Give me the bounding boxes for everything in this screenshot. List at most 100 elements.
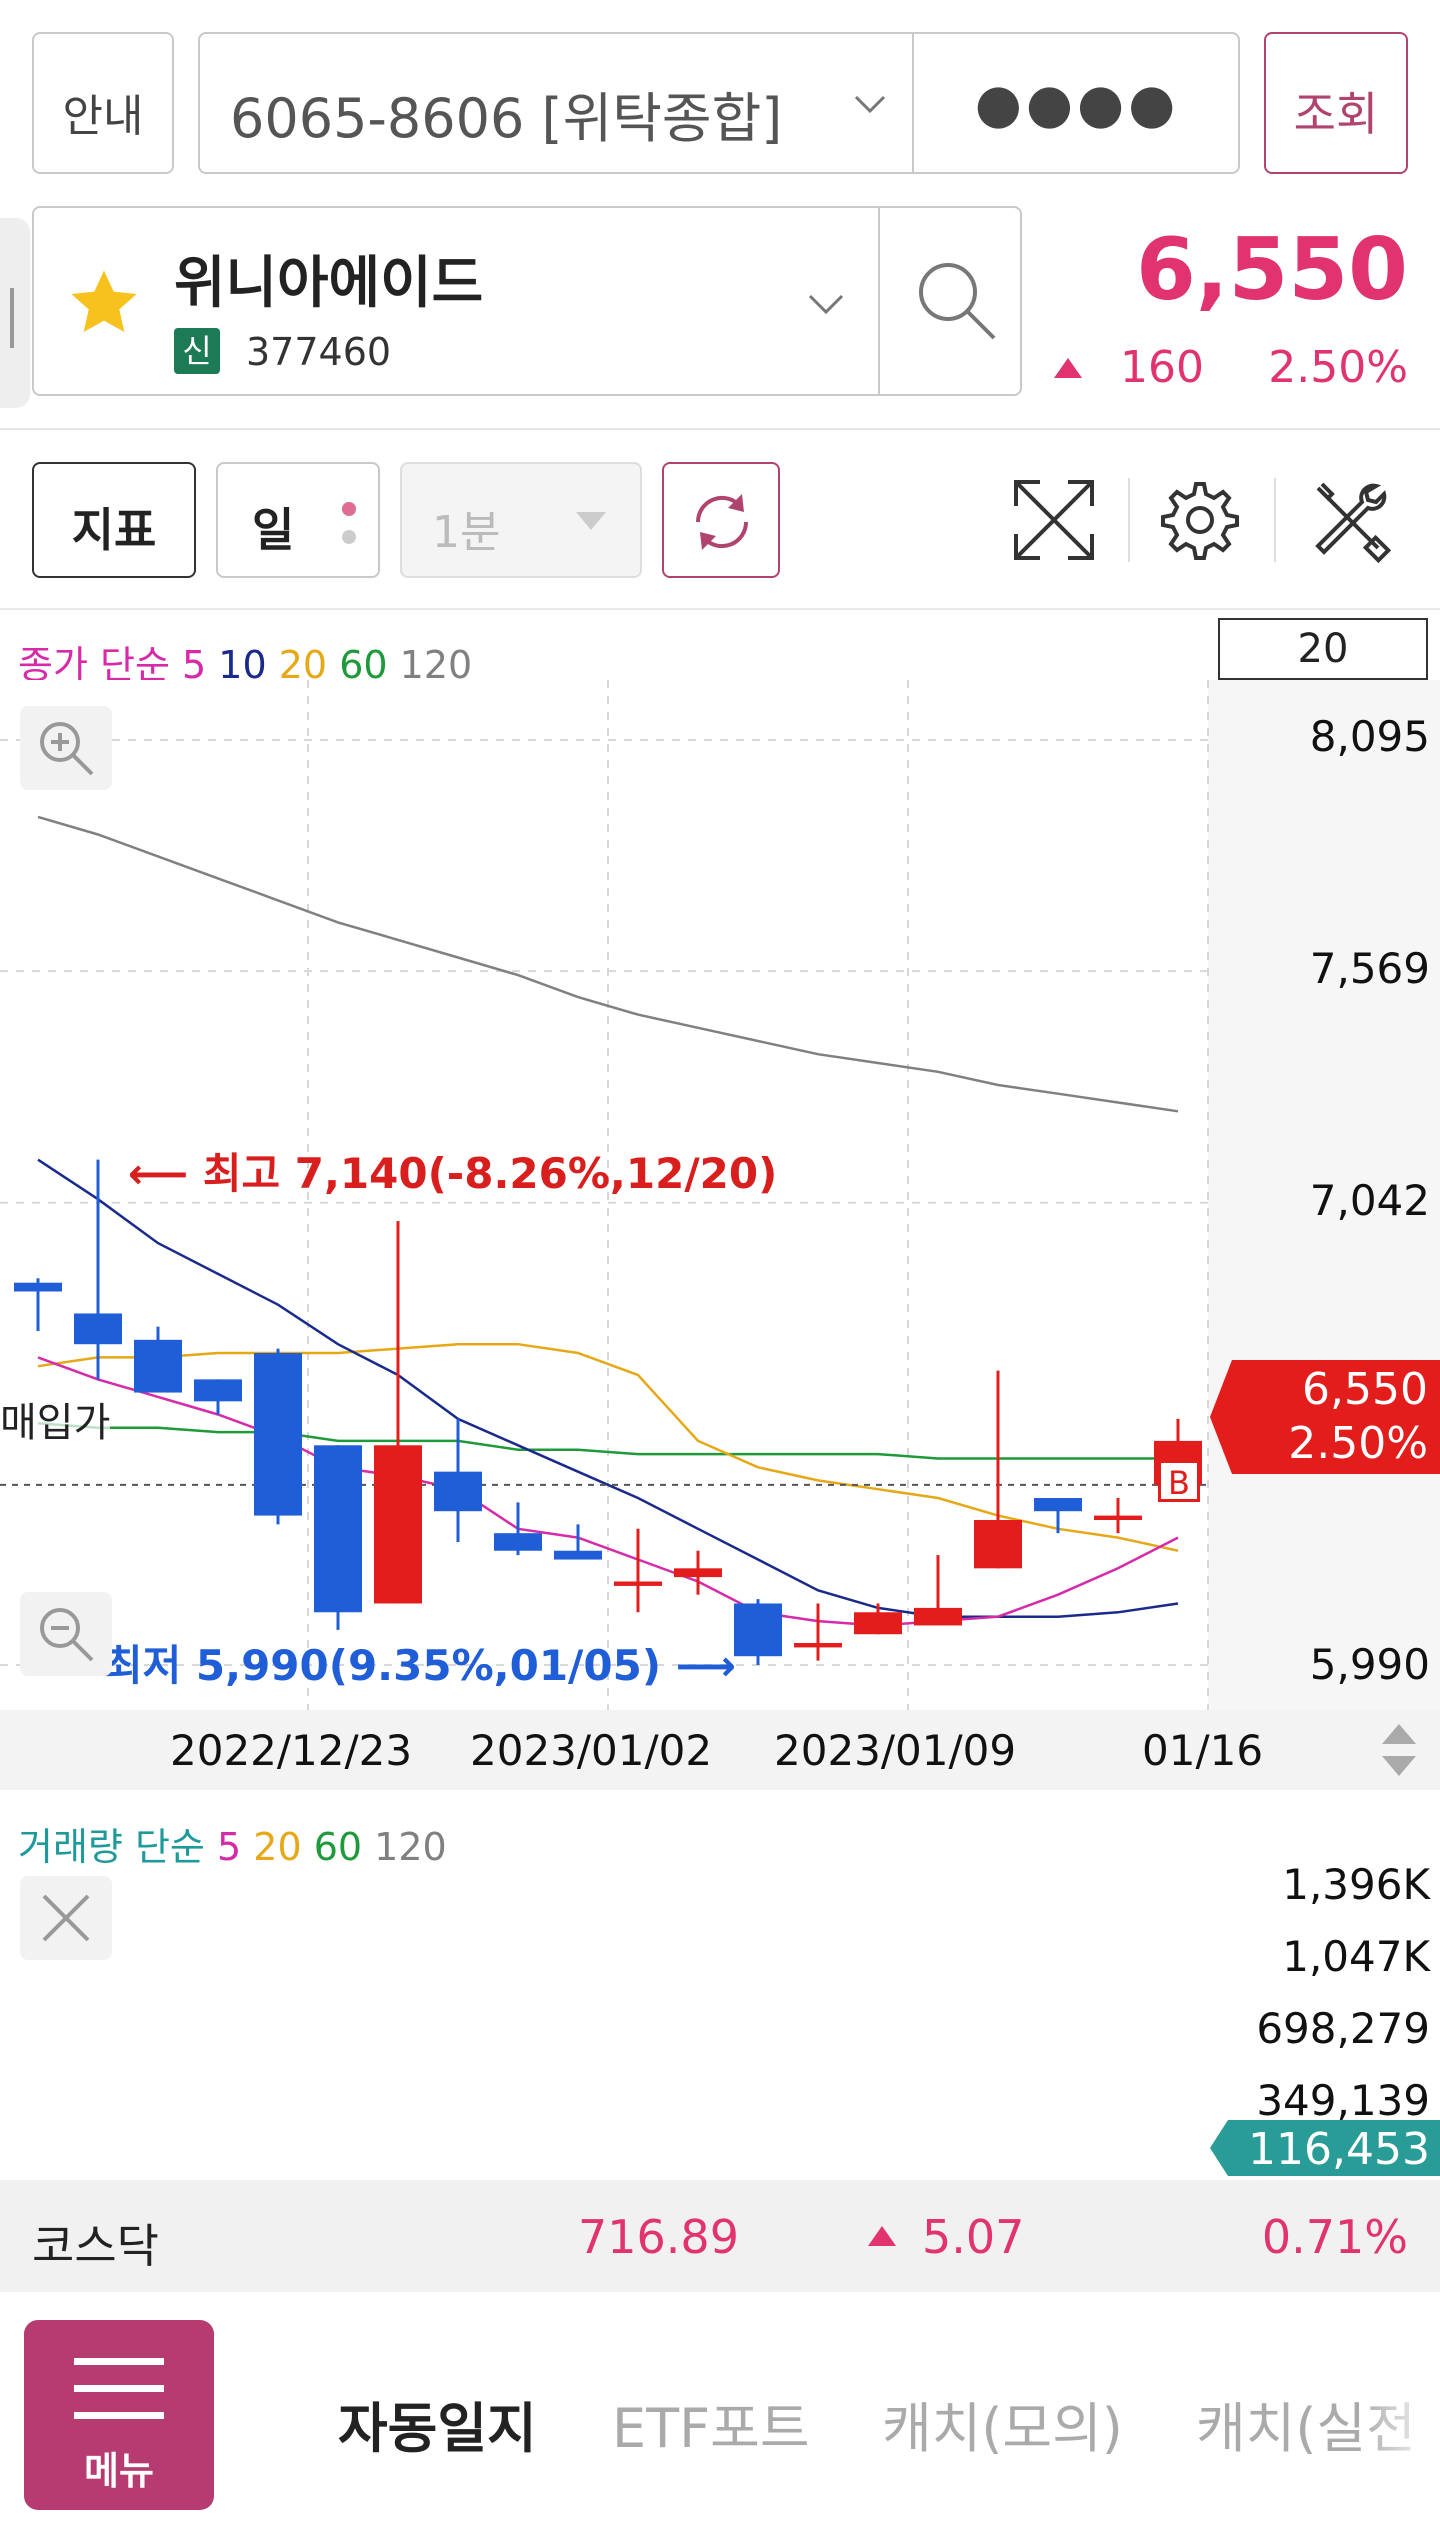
tools-icon[interactable] bbox=[1306, 476, 1394, 564]
up-triangle-icon bbox=[1054, 358, 1082, 378]
zoom-out-button[interactable] bbox=[20, 1592, 112, 1676]
candle-body bbox=[674, 1568, 722, 1578]
stock-selector[interactable]: 위니아에이드 신 377460 bbox=[32, 206, 1022, 396]
volume-bar bbox=[314, 2143, 362, 2174]
vol-tick-label: 349,139 bbox=[1256, 2076, 1430, 2125]
account-select[interactable]: 6065-8606 [위탁종합] ●●●● bbox=[198, 32, 1240, 174]
candle-body bbox=[494, 1533, 542, 1551]
menu-button-label: 메뉴 bbox=[84, 2449, 154, 2493]
index-change: 5.07 bbox=[922, 2210, 1025, 2264]
ma60-label: 60 bbox=[339, 643, 388, 687]
volume-bar bbox=[1154, 2150, 1202, 2174]
account-number: 6065-8606 [위탁종합] bbox=[230, 87, 783, 150]
stock-code: 377460 bbox=[246, 330, 392, 374]
indicator-button[interactable]: 지표 bbox=[32, 462, 196, 578]
current-price-tag-value: 6,550 bbox=[1302, 1364, 1428, 1415]
volume-legend: 거래량 단순 5 20 60 120 bbox=[18, 1816, 447, 1871]
volume-bar bbox=[374, 1886, 422, 2174]
price-chart-area[interactable] bbox=[0, 680, 1440, 1720]
chevron-down-icon bbox=[854, 95, 886, 114]
vol-tick-label: 1,396K bbox=[1282, 1860, 1430, 1909]
candle-body bbox=[1034, 1498, 1082, 1512]
up-triangle-icon bbox=[868, 2226, 896, 2246]
volume-bar bbox=[74, 2124, 122, 2174]
expand-icon[interactable] bbox=[1010, 476, 1098, 564]
menu-button[interactable]: 메뉴 bbox=[24, 2320, 214, 2510]
volume-bar bbox=[974, 2099, 1022, 2174]
close-volume-button[interactable] bbox=[20, 1876, 112, 1960]
info-button[interactable]: 안내 bbox=[32, 32, 174, 174]
candle-body bbox=[434, 1471, 482, 1512]
period-dot-gray bbox=[342, 530, 356, 544]
index-value: 716.89 bbox=[578, 2210, 739, 2264]
divider bbox=[912, 34, 914, 172]
gear-icon[interactable] bbox=[1156, 476, 1244, 564]
refresh-icon bbox=[695, 494, 749, 550]
minute-select-label: 1분 bbox=[432, 507, 501, 558]
divider bbox=[1274, 478, 1276, 562]
volume-bar bbox=[1034, 2161, 1082, 2174]
buy-price-label: 매입가 bbox=[0, 1390, 111, 1448]
search-icon[interactable] bbox=[912, 256, 1002, 346]
y-axis-background bbox=[1208, 680, 1440, 1710]
password-field[interactable]: ●●●● bbox=[974, 72, 1180, 135]
stock-name: 위니아에이드 bbox=[174, 251, 484, 316]
ma120-line bbox=[37, 815, 1179, 1113]
current-volume-value: 116,453 bbox=[1248, 2124, 1430, 2175]
index-name: 코스닥 bbox=[32, 2219, 159, 2273]
nav-tab-auto-journal[interactable]: 자동일지 bbox=[338, 2397, 537, 2460]
current-pct-tag-value: 2.50% bbox=[1288, 1418, 1428, 1469]
vol-ma5-label: 5 bbox=[216, 1825, 242, 1869]
nav-fade bbox=[1360, 2300, 1440, 2533]
volume-bar bbox=[14, 2145, 62, 2174]
nav-tab-etf-port[interactable]: ETF포트 bbox=[612, 2397, 810, 2460]
info-button-label: 안내 bbox=[62, 91, 144, 142]
divider bbox=[1128, 478, 1130, 562]
volume-bar bbox=[434, 2134, 482, 2174]
zoom-in-button[interactable] bbox=[20, 706, 112, 790]
vol_ma20-line bbox=[37, 1964, 1179, 2139]
candle-body bbox=[554, 1550, 602, 1560]
indicator-button-label: 지표 bbox=[71, 503, 157, 557]
ma5-label: 5 bbox=[182, 643, 207, 687]
candle-count-box[interactable]: 20 bbox=[1218, 618, 1428, 680]
star-icon[interactable] bbox=[64, 264, 144, 344]
volume-bar bbox=[494, 2155, 542, 2174]
candle-body bbox=[254, 1353, 302, 1516]
candle-count-value: 20 bbox=[1297, 626, 1349, 672]
arrow-right-icon: ⟶ bbox=[661, 1641, 736, 1690]
minute-select: 1분 bbox=[400, 462, 642, 578]
volume-bar bbox=[794, 2159, 842, 2174]
current-price-tag: 6,550 2.50% bbox=[1210, 1360, 1440, 1474]
ma20-line bbox=[37, 1342, 1179, 1552]
arrow-left-icon: ⟵ bbox=[128, 1149, 203, 1198]
resize-handle-icon[interactable] bbox=[1376, 1718, 1422, 1782]
ma20-label: 20 bbox=[278, 643, 328, 687]
query-button-label: 조회 bbox=[1293, 87, 1379, 141]
current-price: 6,550 bbox=[1135, 220, 1408, 320]
volume-legend-prefix: 거래량 단순 bbox=[18, 1825, 205, 1869]
price-legend: 종가 단순 5 10 20 60 120 bbox=[18, 634, 472, 689]
refresh-button[interactable] bbox=[662, 462, 780, 578]
nav-tab-catch-mock[interactable]: 캐치(모의) bbox=[882, 2397, 1123, 2460]
candle-body bbox=[914, 1607, 962, 1626]
price-legend-prefix: 종가 단순 bbox=[18, 643, 170, 687]
current-volume-tag: 116,453 bbox=[1210, 2120, 1440, 2176]
price-change: 160 bbox=[1120, 342, 1204, 393]
low-annotation: 최저 5,990(9.35%,01/05) ⟶ bbox=[104, 1632, 736, 1693]
index-bar[interactable]: 코스닥 716.89 5.07 0.71% bbox=[0, 2180, 1440, 2292]
candle-body bbox=[734, 1603, 782, 1657]
x-tick-label: 2022/12/23 bbox=[170, 1726, 413, 1775]
candle-body bbox=[134, 1339, 182, 1393]
candle-body bbox=[14, 1282, 62, 1292]
vol-ma60-label: 60 bbox=[313, 1825, 363, 1869]
price-change-pct: 2.50% bbox=[1268, 342, 1408, 393]
chevron-down-icon[interactable] bbox=[804, 288, 848, 322]
vol_ma60-line bbox=[38, 2100, 1178, 2108]
divider bbox=[878, 208, 880, 394]
period-button[interactable]: 일 bbox=[216, 462, 380, 578]
side-drawer-handle[interactable] bbox=[0, 218, 30, 408]
query-button[interactable]: 조회 bbox=[1264, 32, 1408, 174]
new-listing-badge: 신 bbox=[174, 328, 220, 374]
high-annotation: ⟵ 최고 7,140(-8.26%,12/20) bbox=[128, 1140, 777, 1201]
